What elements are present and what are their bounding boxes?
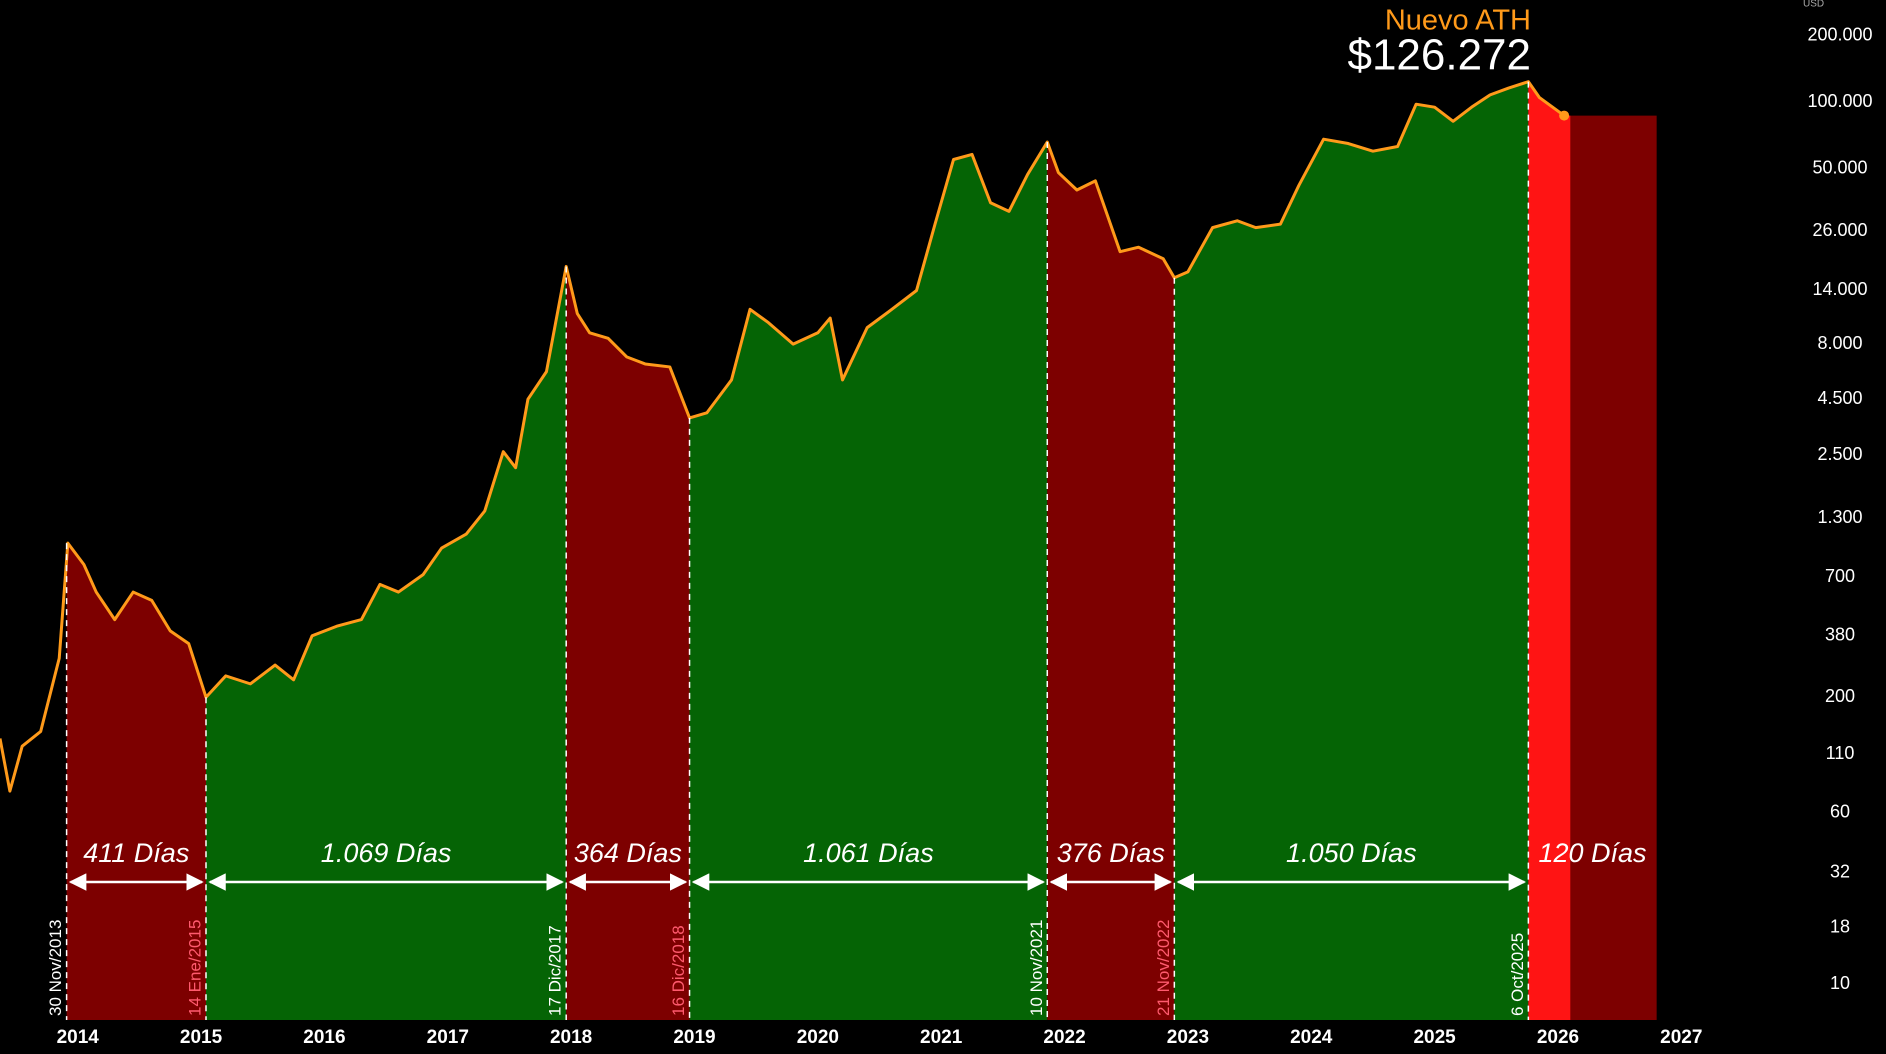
y-tick-label: 1.300 [1817, 507, 1862, 527]
y-tick-label: 4.500 [1817, 388, 1862, 408]
y-tick-label: 200 [1825, 686, 1855, 706]
x-tick-label: 2018 [550, 1027, 592, 1048]
x-tick-label: 2020 [797, 1027, 839, 1048]
cycle-label: 120 Días [1538, 838, 1646, 868]
x-tick-label: 2022 [1043, 1027, 1085, 1048]
cycle-label: 411 Días [83, 838, 189, 868]
y-tick-label: 700 [1825, 566, 1855, 586]
y-tick-label: 110 [1826, 743, 1855, 763]
price-line [0, 80, 1566, 793]
currency-label: USD [1803, 0, 1824, 10]
y-tick-label: 8.000 [1817, 333, 1862, 353]
y-tick-label: 380 [1825, 625, 1855, 645]
x-tick-label: 2024 [1290, 1027, 1333, 1048]
marker-label: 6 Oct/2025 [1508, 933, 1527, 1016]
x-tick-label: 2014 [57, 1027, 100, 1048]
x-tick-label: 2025 [1413, 1027, 1456, 1048]
annotation-title: Nuevo ATH [1385, 5, 1531, 37]
x-tick-label: 2017 [427, 1027, 469, 1048]
y-tick-label: 18 [1830, 917, 1850, 937]
y-tick-label: 200.000 [1807, 25, 1872, 45]
cycle-label: 1.061 Días [803, 838, 934, 868]
y-tick-label: 50.000 [1812, 157, 1867, 177]
y-tick-label: 60 [1830, 801, 1850, 821]
x-tick-label: 2015 [180, 1027, 223, 1048]
cycle-label: 1.069 Días [321, 838, 452, 868]
cycle-region [1174, 81, 1529, 1020]
marker-label: 17 Dic/2017 [546, 925, 565, 1016]
marker-label: 16 Dic/2018 [669, 925, 688, 1016]
x-tick-label: 2016 [303, 1027, 345, 1048]
x-tick-label: 2023 [1167, 1027, 1209, 1048]
y-tick-label: 2.500 [1817, 444, 1862, 464]
highlight-region [1528, 81, 1571, 1020]
x-tick-label: 2026 [1537, 1027, 1579, 1048]
y-tick-label: 10 [1830, 973, 1850, 993]
x-tick-label: 2027 [1660, 1027, 1702, 1048]
y-tick-label: 14.000 [1812, 279, 1867, 299]
y-tick-label: 26.000 [1812, 220, 1867, 240]
cycle-label: 364 Días [574, 838, 682, 868]
marker-label: 10 Nov/2021 [1027, 920, 1046, 1016]
marker-label: 30 Nov/2013 [46, 920, 65, 1016]
marker-label: 14 Ene/2015 [185, 920, 204, 1016]
y-tick-label: 100.000 [1807, 91, 1872, 111]
y-tick-label: 32 [1830, 861, 1850, 881]
cycle-label: 376 Días [1057, 838, 1165, 868]
last-point [1559, 110, 1570, 121]
cycle-label: 1.050 Días [1286, 838, 1417, 868]
annotation-value: $126.272 [1347, 31, 1531, 80]
x-tick-label: 2021 [920, 1027, 963, 1048]
x-tick-label: 2019 [673, 1027, 715, 1048]
marker-label: 21 Nov/2022 [1154, 920, 1173, 1016]
